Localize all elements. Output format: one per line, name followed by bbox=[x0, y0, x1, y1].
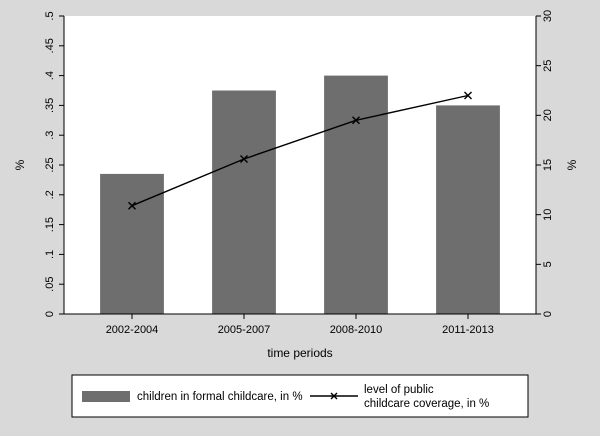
line-layer bbox=[128, 91, 472, 210]
coverage-line bbox=[131, 94, 469, 207]
right-tick-label: 20 bbox=[542, 109, 554, 121]
right-tick-label: 10 bbox=[542, 209, 554, 221]
x-tick-label: 2011-2013 bbox=[442, 324, 494, 336]
legend-label-line-1: level of public bbox=[364, 384, 434, 396]
left-axis-title: % bbox=[13, 159, 27, 170]
left-tick-label: .2 bbox=[44, 190, 56, 199]
legend-marker-x bbox=[330, 392, 338, 400]
left-tick-label: .4 bbox=[44, 71, 56, 80]
right-tick-label: 25 bbox=[542, 60, 554, 72]
x-axis-title: time periods bbox=[267, 346, 332, 360]
right-tick-label: 15 bbox=[542, 159, 554, 171]
left-tick-label: .5 bbox=[44, 11, 56, 20]
left-tick-label: .05 bbox=[44, 277, 56, 292]
coverage-point-2005-2007 bbox=[240, 155, 248, 164]
x-tick-label: 2008-2010 bbox=[330, 324, 383, 336]
right-axis-title: % bbox=[565, 159, 579, 170]
x-tick-label: 2002-2004 bbox=[106, 324, 159, 336]
left-axis-ticks: 0 .05 .1 .15 .2 .25 .3 .35 .4 .45 .5 bbox=[44, 11, 64, 317]
left-tick-label: .15 bbox=[44, 217, 56, 232]
left-tick-label: 0 bbox=[44, 311, 56, 317]
right-tick-label: 30 bbox=[542, 10, 554, 22]
x-axis-ticks: 2002-2004 2005-2007 2008-2010 2011-2013 bbox=[106, 314, 494, 336]
right-tick-label: 0 bbox=[542, 311, 554, 317]
right-tick-label: 5 bbox=[542, 261, 554, 267]
bar-2011-2013 bbox=[436, 105, 500, 315]
left-tick-label: .3 bbox=[44, 131, 56, 140]
bars-layer bbox=[100, 75, 500, 315]
left-tick-label: .35 bbox=[44, 98, 56, 113]
legend-label-bar: children in formal childcare, in % bbox=[137, 391, 303, 403]
legend: children in formal childcare, in % level… bbox=[71, 374, 529, 418]
coverage-point-2011-2013 bbox=[464, 91, 472, 100]
right-axis-ticks: 0 5 10 15 20 25 30 bbox=[536, 10, 554, 317]
left-tick-label: .25 bbox=[44, 157, 56, 172]
coverage-point-2002-2004 bbox=[128, 201, 136, 210]
coverage-point-2008-2010 bbox=[352, 116, 360, 125]
left-tick-label: .1 bbox=[44, 250, 56, 259]
bar-2008-2010 bbox=[324, 75, 388, 314]
bar-2002-2004 bbox=[100, 173, 164, 314]
bar-2005-2007 bbox=[212, 90, 276, 314]
legend-label-line-2: childcare coverage, in % bbox=[364, 398, 489, 410]
legend-swatch-bar bbox=[82, 391, 130, 402]
legend-box bbox=[71, 374, 529, 418]
x-tick-label: 2005-2007 bbox=[218, 324, 271, 336]
left-tick-label: .45 bbox=[44, 38, 56, 53]
